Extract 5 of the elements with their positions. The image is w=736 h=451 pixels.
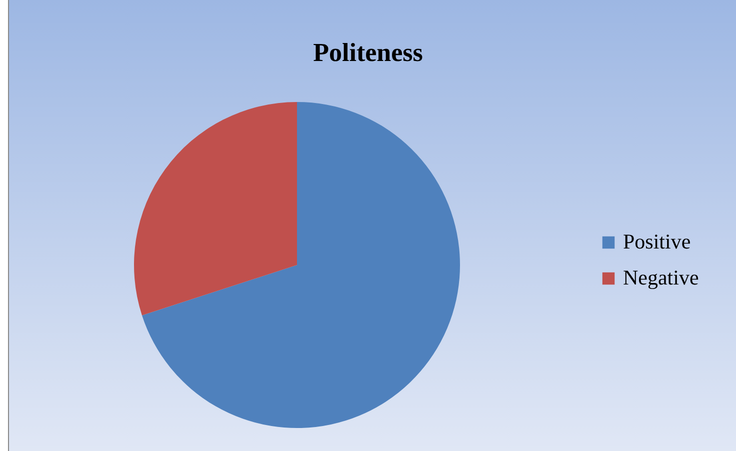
pie-slice	[134, 102, 297, 316]
pie-slice	[142, 102, 460, 428]
legend-label: Negative	[623, 266, 699, 290]
legend-label: Positive	[623, 230, 691, 254]
chart-title: Politeness	[313, 38, 423, 67]
